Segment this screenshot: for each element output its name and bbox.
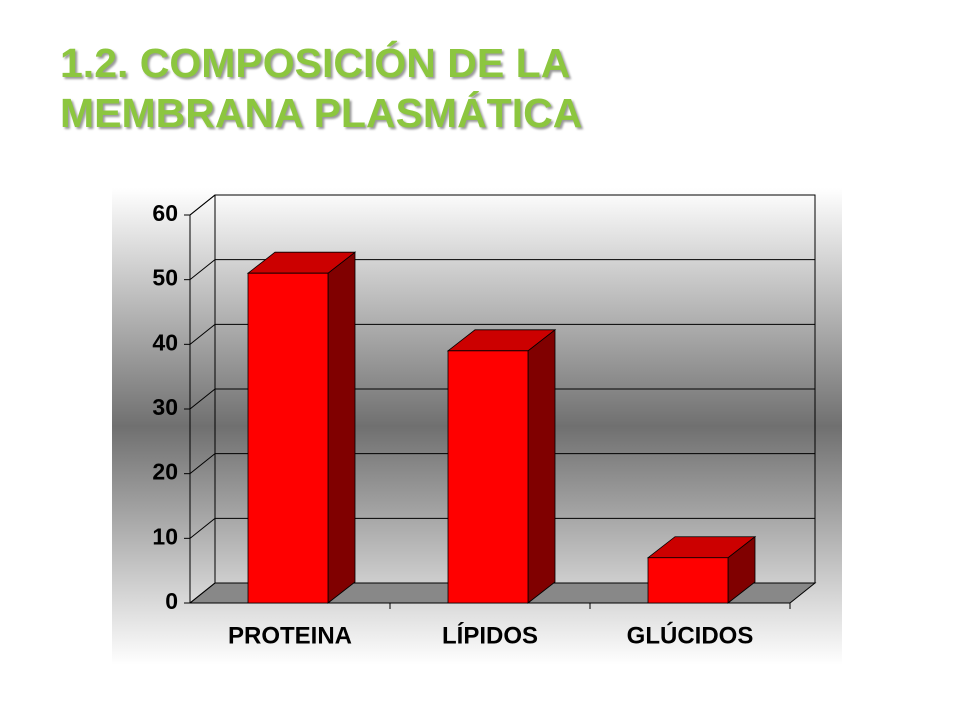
y-tick-label: 20	[152, 459, 178, 485]
bar-side	[527, 328, 556, 604]
y-tick-label: 50	[152, 265, 178, 291]
y-tick-label: 30	[152, 394, 178, 420]
bar	[246, 251, 357, 604]
slide-title: 1.2. COMPOSICIÓN DE LA MEMBRANA PLASMÁTI…	[60, 40, 583, 136]
grid-line-side	[189, 453, 216, 475]
bar	[446, 328, 557, 604]
grid-line-side	[189, 582, 216, 604]
y-tick-label: 0	[165, 588, 178, 614]
grid-line-side	[189, 259, 216, 281]
x-tick-label: PROTEINA	[228, 622, 352, 649]
bar	[646, 535, 757, 604]
grid-line-side	[189, 323, 216, 345]
grid-line-side	[189, 194, 216, 216]
grid-line-side	[189, 517, 216, 539]
bar-front	[447, 350, 529, 604]
x-tick-label: LÍPIDOS	[442, 621, 538, 649]
bar-front	[247, 272, 329, 604]
grid-line-side	[189, 388, 216, 410]
y-tick-label: 60	[152, 200, 178, 226]
y-tick-label: 40	[152, 329, 178, 355]
bar-side	[327, 251, 356, 604]
x-tick-label: GLÚCIDOS	[627, 621, 754, 649]
bar-front	[647, 557, 729, 604]
y-tick-label: 10	[152, 523, 178, 549]
